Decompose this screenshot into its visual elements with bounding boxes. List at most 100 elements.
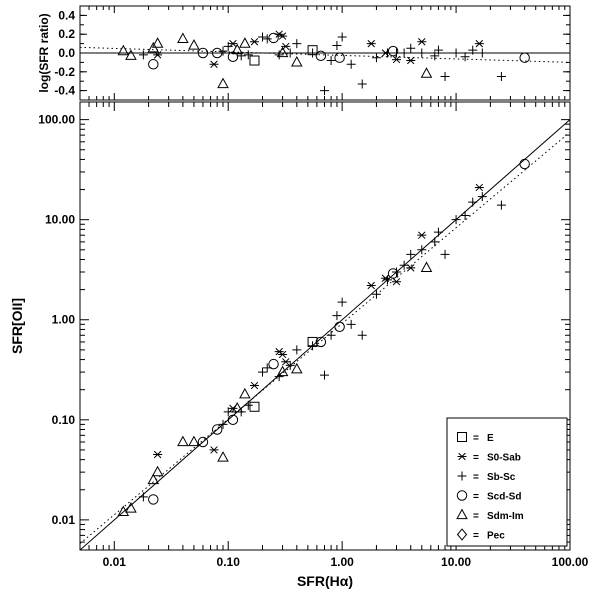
data-point [231,401,244,413]
data-point [292,345,302,355]
residual-point [125,49,137,60]
residual-point [399,48,409,58]
residual-point [308,48,318,58]
legend-marker-asterisk [457,452,467,461]
legend-label: Sb-Sc [487,472,516,483]
residual-point [228,39,238,48]
legend-label: Sdm-Im [487,511,524,522]
residual-point [291,55,303,67]
data-point [477,192,487,202]
residual-point [387,45,399,57]
residual-point [430,51,440,61]
data-point [399,260,409,270]
residual-point [177,32,189,43]
residual-point [188,39,200,50]
data-point [468,197,478,207]
residual-point [274,50,284,60]
y-tick-label: -0.2 [54,65,75,79]
legend: = E = S0-Sab = Sb-Sc = Scd-Sd = Sdm-Im = Pec [446,417,568,547]
y-tick-label: 0.01 [52,513,76,527]
data-point [153,450,163,459]
data-point [387,268,399,279]
residual-point [320,86,329,96]
data-point [406,249,416,259]
residual-point [138,50,148,60]
legend-marker-diamond [456,528,468,541]
data-point [188,435,200,447]
legend-equals: = [473,492,479,503]
residual-point [262,34,272,44]
data-point [285,360,295,370]
data-point [249,381,259,390]
residual-point [276,46,289,58]
data-point [430,237,440,247]
residual-point [239,37,251,48]
data-point [291,362,303,374]
residual-point [281,42,291,51]
residual-point [382,48,392,58]
data-point [357,330,367,340]
data-point [496,200,506,210]
x-tick-label: 1.00 [330,555,354,569]
data-point [148,494,159,505]
data-point [218,419,228,429]
residual-point [326,56,336,66]
residual-panel: -0.4 -0.2 0.0 0.2 0.4 log(SFR ratio) [37,5,571,101]
residual-point [285,48,295,58]
data-point [382,275,392,285]
residual-point [468,45,478,55]
data-point [223,407,233,417]
data-point [315,336,327,348]
residual-point [217,77,229,89]
residual-point [420,67,433,78]
x-tick-label: 100.00 [552,555,589,569]
residual-point [258,32,268,42]
data-point [451,215,461,225]
data-point [209,446,219,454]
data-point [281,358,291,366]
residual-point [366,39,376,48]
residual-point [117,44,130,56]
residual-point [209,60,219,69]
residual-point [315,50,327,62]
y-tick-label: 10.00 [45,213,75,227]
data-point [217,451,229,462]
residual-point [346,59,356,69]
residual-fit-line [79,46,571,63]
legend-marker-circle [456,490,468,501]
residual-point [433,45,443,55]
residual-point [440,72,450,81]
data-point [346,319,356,329]
residual-point [151,37,164,48]
legend-label: Scd-Sd [487,492,521,503]
data-point [417,231,427,239]
y-tick-label: 0.10 [52,413,76,427]
residual-y-axis-title: log(SFR ratio) [37,13,51,92]
y-tick-label: 1.00 [52,313,76,327]
one-to-one-line [80,119,570,550]
y-tick-label: 0.4 [58,8,75,22]
residual-point [332,40,342,50]
residual-point [392,55,402,64]
residual-point [334,52,345,63]
data-point [227,414,239,426]
residual-point [371,53,381,63]
data-point [278,350,288,359]
residual-point [392,48,402,58]
residual-point [249,37,259,46]
data-point [308,341,318,351]
residual-point [477,48,487,58]
data-point [268,358,279,370]
legend-equals: = [473,511,479,522]
residual-point [278,32,288,40]
legend-equals: = [473,453,479,464]
data-point [460,211,470,221]
residual-point [406,56,416,65]
residual-point [211,47,223,59]
residual-point [460,52,470,62]
legend-marker-triangle [456,508,468,520]
data-point [417,245,427,255]
data-point [326,330,336,340]
residual-point [197,47,209,59]
